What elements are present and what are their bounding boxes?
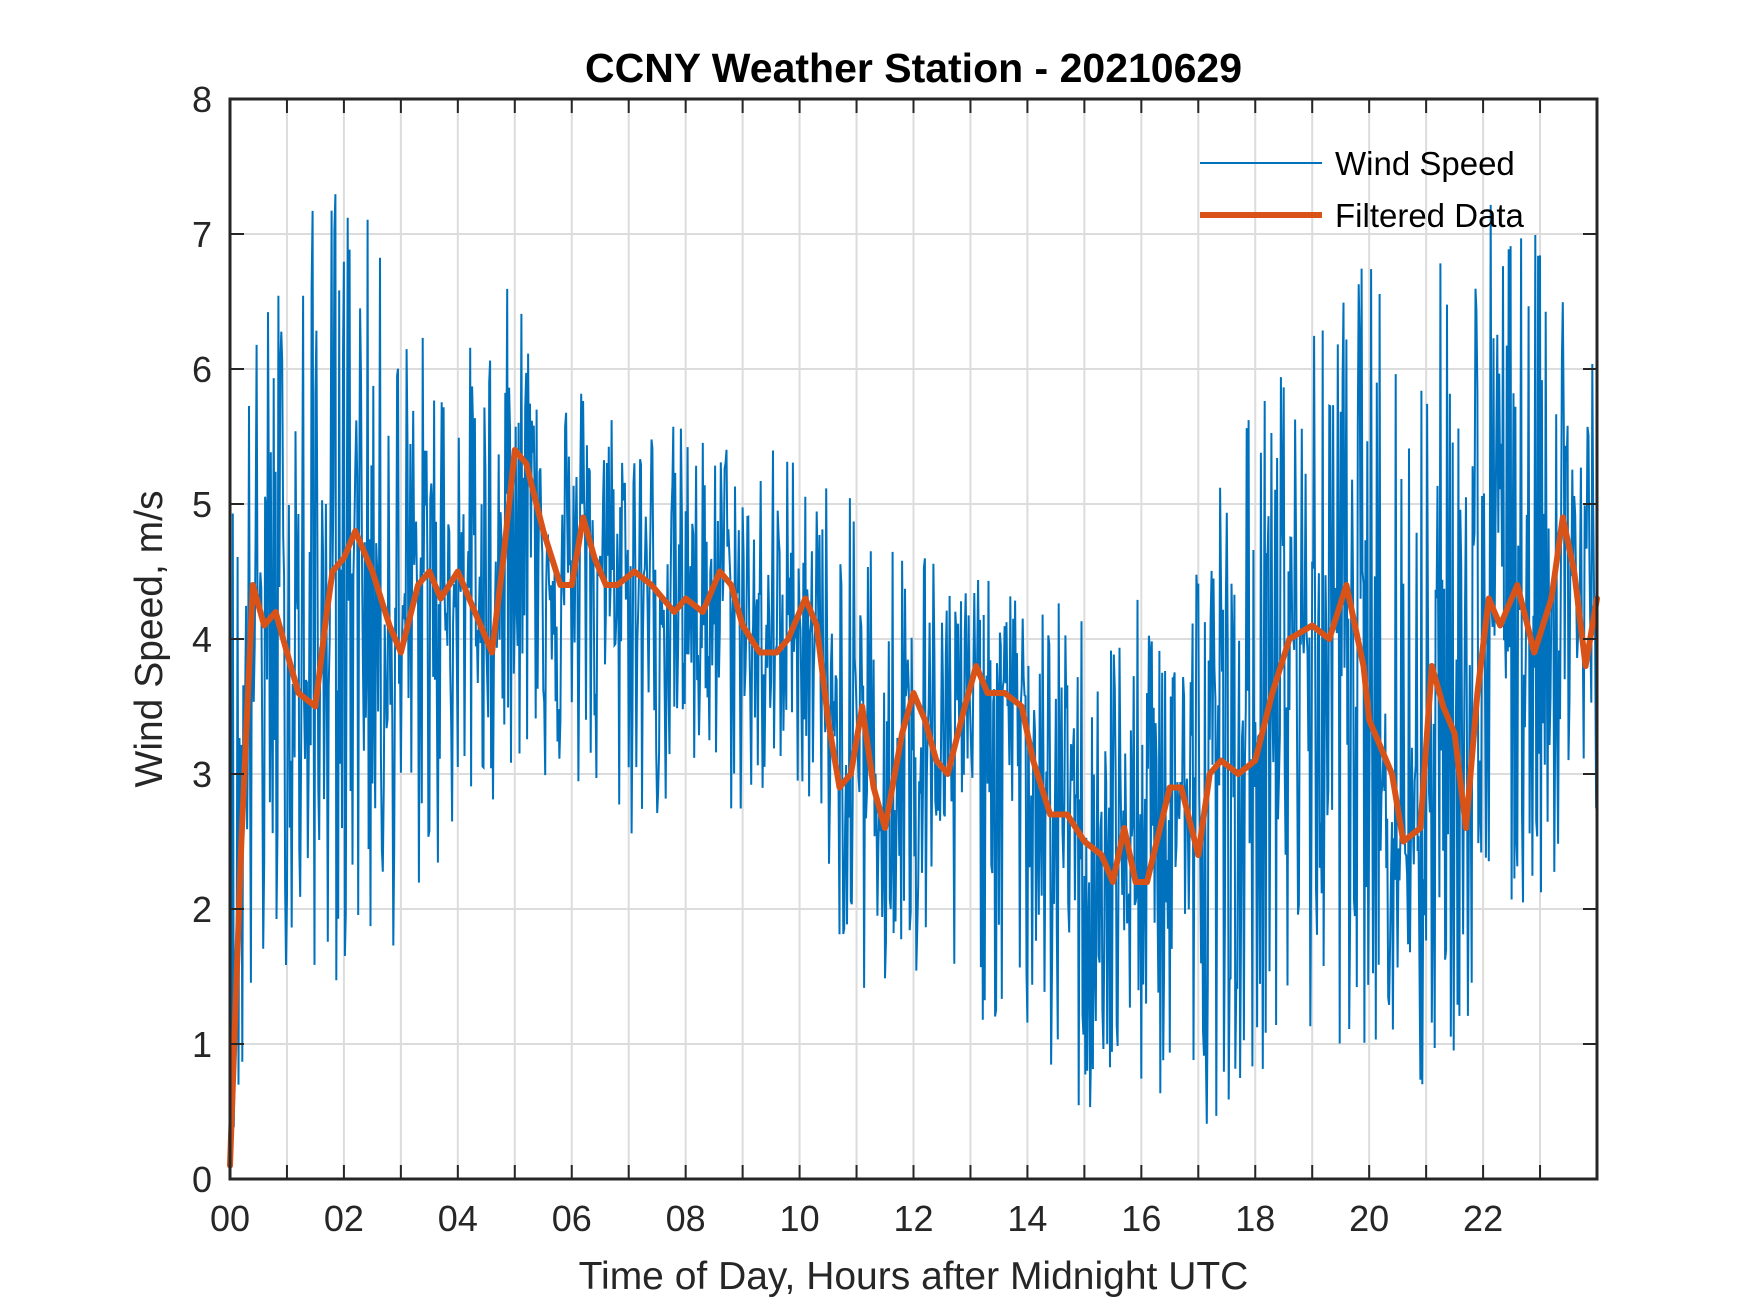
x-tick-label: 10 bbox=[780, 1198, 820, 1239]
legend-label-filtered-data: Filtered Data bbox=[1335, 197, 1525, 234]
legend: Wind Speed Filtered Data bbox=[1200, 145, 1525, 234]
x-tick-label: 20 bbox=[1349, 1198, 1389, 1239]
x-tick-label: 02 bbox=[324, 1198, 364, 1239]
series-filtered-data bbox=[227, 447, 1600, 1169]
y-tick-label: 1 bbox=[192, 1024, 212, 1065]
x-tick-label: 04 bbox=[438, 1198, 478, 1239]
y-tick-label: 2 bbox=[192, 889, 212, 930]
x-tick-label: 00 bbox=[210, 1198, 250, 1239]
y-tick-label: 7 bbox=[192, 214, 212, 255]
legend-label-wind-speed: Wind Speed bbox=[1335, 145, 1515, 182]
y-tick-label: 8 bbox=[192, 79, 212, 120]
y-tick-label: 0 bbox=[192, 1159, 212, 1200]
x-tick-label: 22 bbox=[1463, 1198, 1503, 1239]
x-tick-label: 14 bbox=[1007, 1198, 1047, 1239]
x-axis-label: Time of Day, Hours after Midnight UTC bbox=[579, 1255, 1249, 1298]
x-tick-label: 18 bbox=[1235, 1198, 1275, 1239]
y-tick-label: 6 bbox=[192, 349, 212, 390]
chart-title: CCNY Weather Station - 20210629 bbox=[585, 45, 1242, 91]
y-tick-label: 4 bbox=[192, 619, 212, 660]
y-tick-label: 3 bbox=[192, 754, 212, 795]
x-tick-label: 06 bbox=[552, 1198, 592, 1239]
x-tick-label: 12 bbox=[893, 1198, 933, 1239]
x-tick-label: 16 bbox=[1121, 1198, 1161, 1239]
x-tick-label: 08 bbox=[666, 1198, 706, 1239]
y-axis-label: Wind Speed, m/s bbox=[128, 491, 171, 788]
y-tick-label: 5 bbox=[192, 484, 212, 525]
